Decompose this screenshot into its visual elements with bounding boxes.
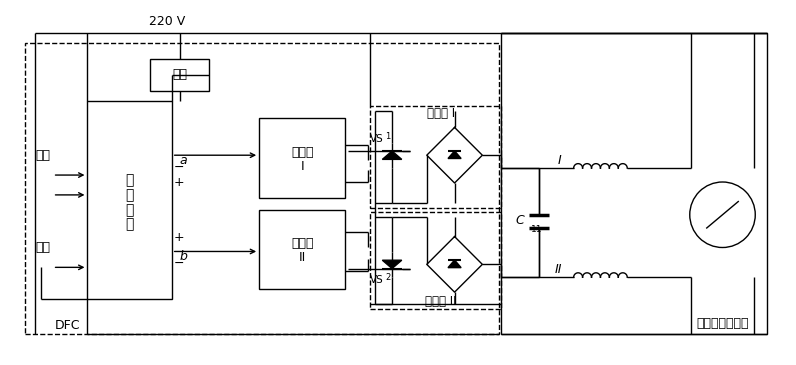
Text: DFC: DFC bbox=[55, 319, 80, 333]
Text: 触发器: 触发器 bbox=[291, 237, 314, 250]
Text: 220 V: 220 V bbox=[149, 15, 185, 28]
Text: 器: 器 bbox=[126, 218, 134, 232]
Text: −: − bbox=[174, 161, 184, 174]
Bar bbox=[25, 43, 499, 334]
Bar bbox=[88, 101, 172, 299]
Text: 主回路 II: 主回路 II bbox=[425, 295, 456, 308]
Text: 大: 大 bbox=[126, 203, 134, 217]
Bar bbox=[370, 212, 501, 309]
Bar bbox=[259, 210, 345, 289]
Polygon shape bbox=[382, 260, 402, 269]
Bar bbox=[150, 59, 209, 91]
Text: 2: 2 bbox=[385, 273, 390, 282]
Bar bbox=[501, 33, 767, 334]
Text: 触发器: 触发器 bbox=[291, 146, 314, 159]
Text: b: b bbox=[180, 250, 188, 263]
Text: I: I bbox=[558, 154, 562, 167]
Text: a: a bbox=[180, 154, 187, 167]
Text: 主回路 I: 主回路 I bbox=[427, 107, 455, 120]
Text: I: I bbox=[300, 160, 304, 173]
Text: C: C bbox=[515, 214, 524, 227]
Text: VS: VS bbox=[370, 134, 384, 144]
Text: II: II bbox=[554, 263, 562, 276]
Text: VS: VS bbox=[370, 275, 384, 285]
Text: −: − bbox=[174, 257, 184, 270]
Bar bbox=[370, 105, 501, 208]
Text: 1: 1 bbox=[385, 132, 390, 141]
Text: 电源: 电源 bbox=[172, 68, 187, 81]
Text: 11: 11 bbox=[531, 225, 543, 234]
Text: II: II bbox=[298, 251, 306, 264]
Text: 反馈: 反馈 bbox=[36, 241, 51, 254]
Polygon shape bbox=[448, 260, 461, 268]
Text: 输入: 输入 bbox=[36, 149, 51, 162]
Text: +: + bbox=[174, 177, 185, 189]
Text: +: + bbox=[174, 231, 185, 244]
Polygon shape bbox=[382, 151, 402, 160]
Text: 磁: 磁 bbox=[126, 173, 134, 187]
Polygon shape bbox=[448, 151, 461, 158]
Bar bbox=[259, 119, 345, 198]
Text: 两相伺服电动机: 两相伺服电动机 bbox=[696, 318, 749, 330]
Text: 放: 放 bbox=[126, 188, 134, 202]
